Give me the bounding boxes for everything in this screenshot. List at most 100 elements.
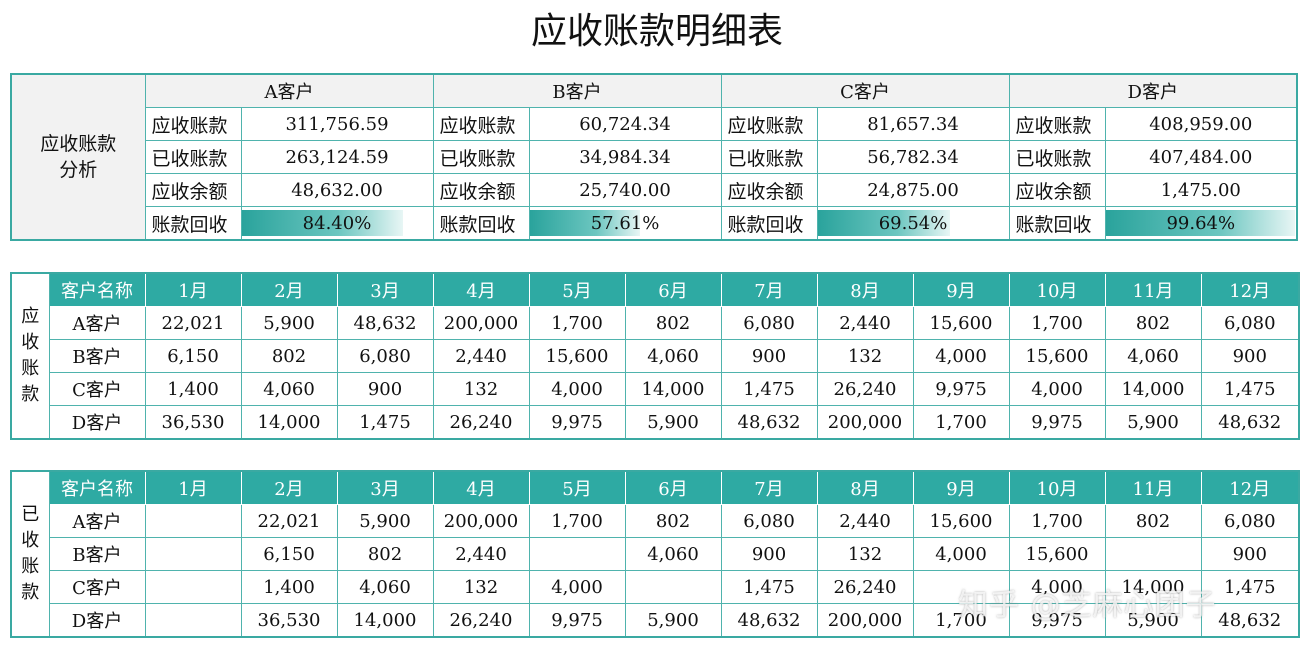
month-header: 3月 [336, 272, 434, 307]
received-monthly-table: 已收账款客户名称 1月 2月 3月 4月 5月 6月 7月 8月 9月 10月 11月 12月 A客户 22… [10, 470, 1300, 638]
recovery-databar [530, 210, 640, 236]
amount-cell: 4,060 [624, 339, 722, 373]
month-header-row: 已收账款客户名称 1月 2月 3月 4月 5月 6月 7月 8月 9月 10月 11月 12月 [10, 470, 1300, 638]
amount-cell: 14,000 [240, 405, 338, 440]
page-title: 应收账款明细表 [530, 11, 783, 52]
cell-value: 48,632.00 [240, 173, 434, 207]
row-label: 应收账款 [144, 107, 242, 141]
amount-cell: 9,975 [1008, 603, 1106, 638]
customer-name-cell: A客户 [48, 306, 146, 340]
amount-cell: 132 [816, 339, 914, 373]
amount-cell: 1,475 [1200, 570, 1300, 604]
amount-cell: 48,632 [1200, 405, 1300, 440]
amount-cell: 22,021 [144, 306, 242, 340]
month-header: 4月 [432, 272, 530, 307]
month-header: 12月 [1200, 470, 1300, 505]
amount-cell: 1,700 [528, 504, 626, 538]
amount-cell: 4,000 [912, 339, 1010, 373]
side-label-char: 账 [21, 556, 40, 577]
amount-cell: 15,600 [1008, 339, 1106, 373]
analysis-side-label-line2: 分析 [59, 159, 98, 181]
amount-cell: 900 [1200, 537, 1300, 571]
amount-cell: 802 [240, 339, 338, 373]
amount-cell: 26,240 [432, 405, 530, 440]
amount-cell: 4,000 [528, 570, 626, 604]
amount-cell: 1,475 [720, 570, 818, 604]
amount-cell: 900 [336, 372, 434, 406]
month-header: 1月 [144, 470, 242, 505]
amount-cell: 4,000 [1008, 570, 1106, 604]
amount-cell: 1,700 [912, 603, 1010, 638]
amount-cell: 132 [432, 570, 530, 604]
amount-cell: 4,060 [336, 570, 434, 604]
month-header: 11月 [1104, 272, 1202, 307]
month-header: 10月 [1008, 470, 1106, 505]
row-label: 已收账款 [1008, 140, 1106, 174]
amount-cell: 4,060 [240, 372, 338, 406]
month-header: 12月 [1200, 272, 1300, 307]
month-header: 9月 [912, 470, 1010, 505]
cell-value: 24,875.00 [816, 173, 1010, 207]
amount-cell: 200,000 [432, 306, 530, 340]
amount-cell: 5,900 [624, 405, 722, 440]
amount-cell: 132 [816, 537, 914, 571]
table-row: D客户 36,530 14,000 1,475 26,240 9,975 5,900 48,6… [11, 405, 1300, 440]
amount-cell: 14,000 [1104, 372, 1202, 406]
amount-cell [912, 570, 1010, 604]
customer-name-cell: A客户 [48, 504, 146, 538]
table-row: C客户 1,400 4,060 900 132 4,000 14,000 1,475 26,24… [11, 372, 1300, 406]
recovery-rate: 69.54% [878, 212, 948, 234]
amount-cell [624, 570, 722, 604]
amount-cell [144, 537, 242, 571]
amount-cell: 15,600 [528, 339, 626, 373]
month-header-row: 应收账款客户名称 1月 2月 3月 4月 5月 6月 7月 8月 9月 10月 11月 12月 [10, 272, 1300, 440]
month-header: 7月 [720, 272, 818, 307]
amount-cell: 15,600 [1008, 537, 1106, 571]
month-header: 5月 [528, 272, 626, 307]
customer-name-cell: C客户 [48, 372, 146, 406]
customer-name-cell: C客户 [48, 570, 146, 604]
recovery-bar-cell: 57.61% [528, 206, 722, 241]
row-label: 应收账款 [1008, 107, 1106, 141]
month-header: 3月 [336, 470, 434, 505]
side-label-char: 款 [21, 582, 40, 603]
summary-row-balance: 应收余额 48,632.00 应收余额 25,740.00 应收余额 24,87… [11, 173, 1298, 207]
amount-cell: 9,975 [528, 405, 626, 440]
table-side-label: 应收账款 [10, 272, 50, 440]
amount-cell: 6,080 [720, 306, 818, 340]
amount-cell: 9,975 [1008, 405, 1106, 440]
month-header: 6月 [624, 470, 722, 505]
month-header: 1月 [144, 272, 242, 307]
row-label: 应收账款 [720, 107, 818, 141]
month-header: 6月 [624, 272, 722, 307]
cell-value: 263,124.59 [240, 140, 434, 174]
amount-cell: 5,900 [1104, 603, 1202, 638]
amount-cell: 4,000 [912, 537, 1010, 571]
amount-cell: 15,600 [912, 306, 1010, 340]
amount-cell: 26,240 [432, 603, 530, 638]
cell-value: 25,740.00 [528, 173, 722, 207]
amount-cell: 6,080 [720, 504, 818, 538]
amount-cell: 36,530 [144, 405, 242, 440]
amount-cell: 2,440 [432, 339, 530, 373]
month-header: 7月 [720, 470, 818, 505]
side-label-char: 已 [21, 504, 40, 525]
receivable-analysis-table: 应收账款 分析 A客户 B客户 C客户 D客户 应收账款 311,756.59 … [10, 73, 1299, 241]
amount-cell: 1,400 [240, 570, 338, 604]
month-header: 2月 [240, 470, 338, 505]
amount-cell: 1,700 [1008, 306, 1106, 340]
recovery-bar-cell: 69.54% [816, 206, 1010, 241]
amount-cell: 14,000 [1104, 570, 1202, 604]
amount-cell: 6,150 [144, 339, 242, 373]
month-header: 10月 [1008, 272, 1106, 307]
table-row: C客户 1,400 4,060 132 4,000 1,475 26,240 4,000 14,… [11, 570, 1300, 604]
customer-name-cell: D客户 [48, 405, 146, 440]
amount-cell: 1,700 [912, 405, 1010, 440]
row-label: 应收余额 [144, 173, 242, 207]
amount-cell: 15,600 [912, 504, 1010, 538]
side-label-char: 应 [21, 306, 40, 327]
amount-cell: 9,975 [528, 603, 626, 638]
amount-cell: 4,000 [528, 372, 626, 406]
amount-cell: 200,000 [432, 504, 530, 538]
customer-header-b: B客户 [432, 73, 722, 108]
